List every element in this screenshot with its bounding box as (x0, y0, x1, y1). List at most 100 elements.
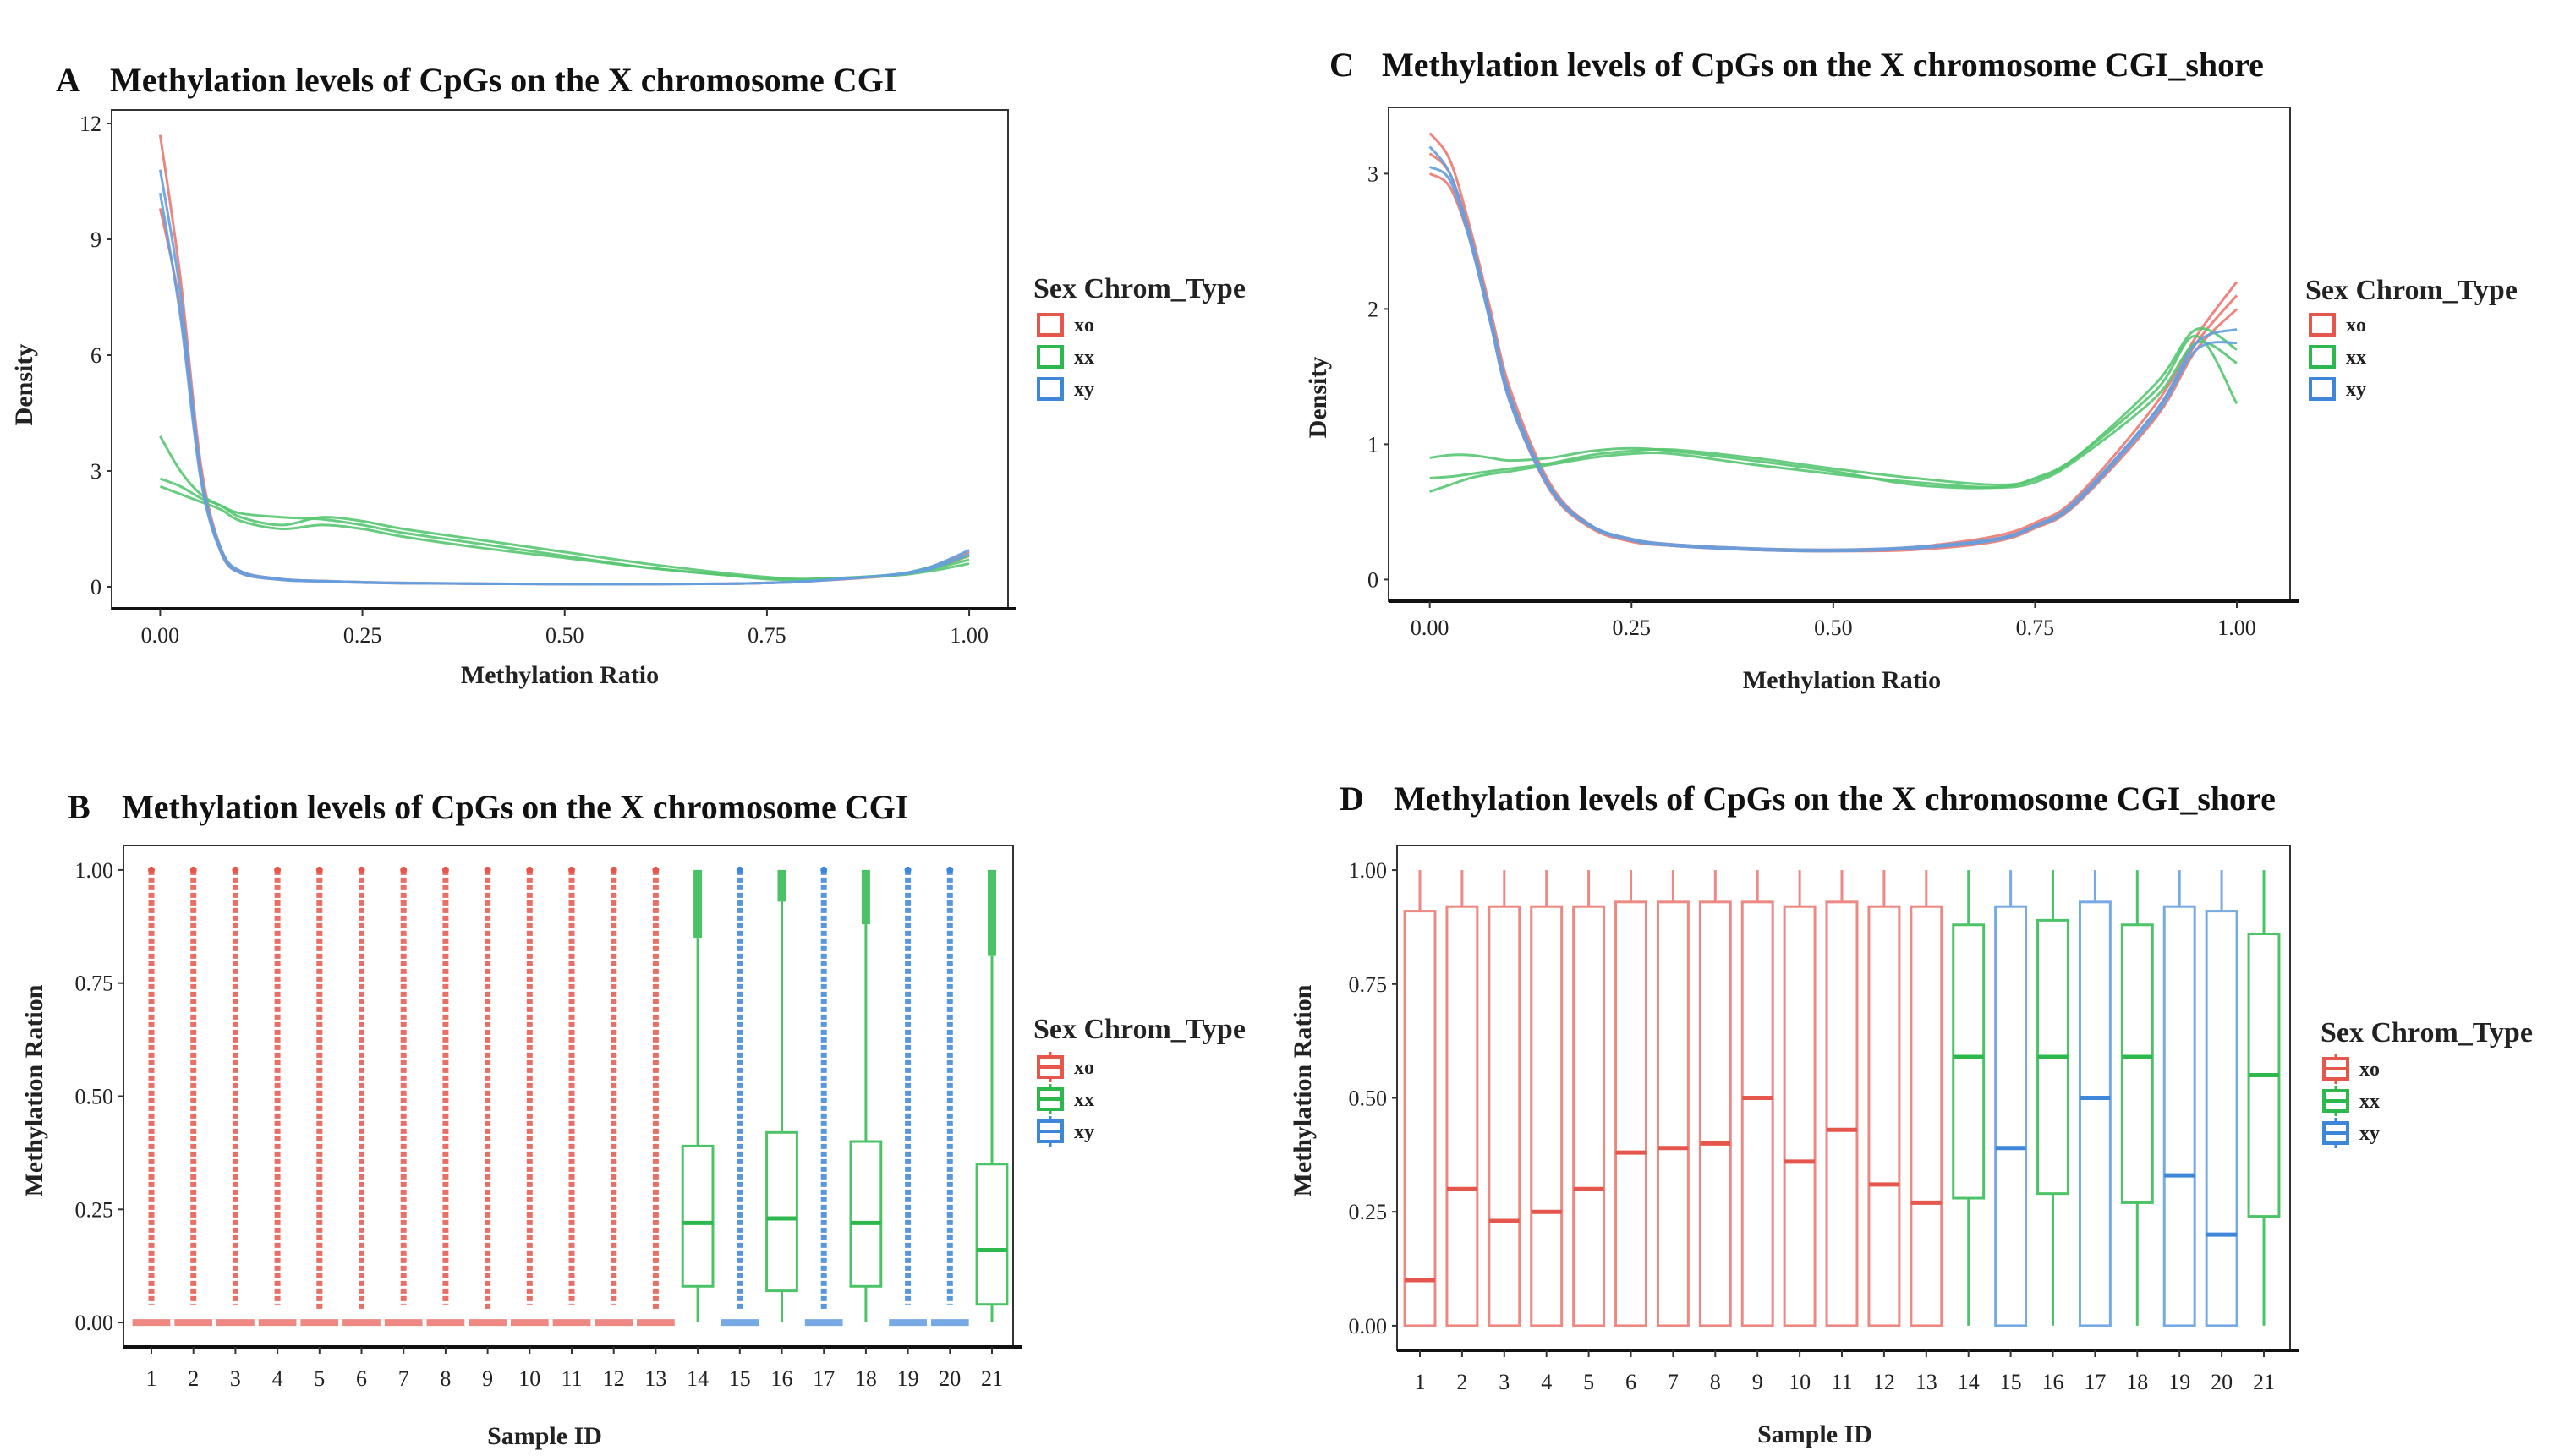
boxplot-sample-20 (930, 866, 969, 1327)
panel-b-xtick-label: 5 (314, 1366, 325, 1391)
panel-b-legend-title: Sex Chrom_Type (1033, 1014, 1246, 1045)
panel-b-ytick-label: 0.50 (75, 1085, 114, 1109)
panel-b-ytick-label: 1.00 (75, 858, 114, 883)
boxplot-sample-16 (2036, 870, 2069, 1326)
panel-d: D Methylation levels of CpGs on the X ch… (1289, 780, 2533, 1448)
boxplot-sample-7 (1656, 870, 1690, 1327)
panel-a-ylabel: Density (10, 344, 38, 426)
legend-label-xx: xx (2346, 347, 2366, 369)
panel-b-xtick-label: 6 (356, 1366, 367, 1391)
panel-b-xtick-label: 7 (398, 1366, 409, 1391)
box-iqr (975, 1163, 1009, 1306)
legend-label-xo: xo (1074, 315, 1094, 337)
outlier-point-max (400, 866, 408, 873)
panel-a-plot-frame (111, 109, 1009, 610)
panel-a-letter: A (56, 61, 80, 99)
boxplot-sample-19 (2162, 870, 2196, 1327)
panel-b-xtick-label: 19 (897, 1366, 919, 1391)
outlier-point-max (189, 866, 197, 873)
panel-b-xtick-label: 13 (644, 1366, 666, 1391)
boxplot-sample-13 (637, 866, 675, 1327)
panel-d-xtick-label: 11 (1831, 1370, 1852, 1394)
outlier-point-max (904, 866, 912, 873)
panel-a-xtick-label: 0.25 (343, 623, 382, 648)
boxplot-sample-21 (975, 869, 1009, 1323)
panel-a-ytick-label: 0 (90, 575, 101, 599)
legend-label-xx: xx (1074, 347, 1094, 369)
panel-a-legend-title: Sex Chrom_Type (1033, 273, 1246, 304)
panel-c-ytick-label: 1 (1367, 432, 1378, 457)
panel-a: A Methylation levels of CpGs on the X ch… (10, 61, 1246, 689)
panel-d-xtick-label: 15 (2000, 1370, 2022, 1394)
legend-key-xx (2309, 345, 2336, 369)
panel-c-xtick-label: 0.75 (2016, 616, 2055, 640)
outlier-point-max (610, 866, 617, 873)
panel-b-xtick-label: 10 (518, 1366, 540, 1391)
panel-a-ytick-label: 6 (90, 343, 101, 368)
boxplot-sample-15 (721, 866, 759, 1327)
outlier-point-max (484, 866, 491, 873)
panel-c-xlabel: Methylation Ratio (1743, 666, 1941, 694)
box-iqr (1783, 905, 1817, 1327)
outlier-point-max (232, 866, 239, 873)
boxplot-sample-17 (2078, 870, 2112, 1327)
outlier-point-max (274, 866, 282, 873)
density-curve-xy (158, 192, 970, 586)
legend-label-xy: xy (1074, 1121, 1094, 1143)
legend-label-xy: xy (2359, 1123, 2380, 1145)
panel-d-title: Methylation levels of CpGs on the X chro… (1394, 780, 2276, 818)
panel-d-ytick-label: 0.25 (1349, 1200, 1388, 1224)
boxplot-sample-14 (1952, 870, 1986, 1326)
legend-label-xx: xx (2359, 1091, 2380, 1113)
panel-a-xtick-label: 0.50 (545, 623, 584, 648)
panel-d-legend: xo xx xy (2322, 1054, 2380, 1148)
legend-key-xo (1037, 313, 1064, 337)
box-iqr (1572, 905, 1606, 1327)
boxplot-sample-11 (1825, 870, 1859, 1327)
box-iqr (1698, 900, 1732, 1327)
boxplot-sample-16 (765, 869, 798, 1323)
panel-a-ytick-label: 12 (79, 112, 101, 136)
boxplot-sample-18 (2120, 870, 2154, 1326)
box-iqr (1488, 905, 1521, 1327)
boxplot-sample-21 (2247, 870, 2281, 1326)
panel-d-ytick-label: 0.50 (1349, 1087, 1388, 1111)
panel-d-ytick-label: 0.75 (1349, 972, 1388, 997)
legend-key-xx (1037, 345, 1064, 369)
panel-b: B Methylation levels of CpGs on the X ch… (20, 788, 1246, 1450)
panel-a-ytick-label: 9 (90, 227, 101, 252)
panel-c-ylabel: Density (1304, 357, 1332, 439)
boxplot-sample-9 (469, 866, 507, 1327)
panel-d-ylabel: Methylation Ration (1289, 984, 1317, 1196)
panel-d-xtick-label: 3 (1499, 1370, 1510, 1394)
panel-a-xlabel: Methylation Ratio (461, 661, 659, 689)
panel-c-xtick-label: 1.00 (2217, 616, 2256, 640)
boxplot-sample-3 (216, 866, 255, 1327)
panel-b-xtick-label: 16 (771, 1366, 793, 1391)
panel-d-xtick-label: 19 (2168, 1370, 2190, 1394)
boxplot-sample-4 (258, 866, 297, 1327)
boxplot-sample-1 (1403, 870, 1437, 1327)
panel-b-ytick-label: 0.00 (75, 1311, 114, 1335)
box-iqr (2205, 910, 2238, 1327)
panel-d-ytick-label: 1.00 (1349, 858, 1388, 883)
box-iqr (1994, 905, 2028, 1327)
boxplot-sample-11 (552, 866, 591, 1327)
panel-c-legend-title: Sex Chrom_Type (2305, 275, 2518, 306)
panel-d-xtick-label: 16 (2042, 1370, 2064, 1394)
legend-label-xx: xx (1074, 1089, 1094, 1111)
boxplot-sample-8 (426, 866, 465, 1327)
outlier-point-max (148, 866, 155, 873)
panel-b-xtick-label: 8 (440, 1366, 451, 1391)
boxplot-sample-12 (1867, 870, 1901, 1327)
legend-key-xy (2309, 377, 2336, 401)
legend-label-xy: xy (2346, 379, 2366, 401)
panel-a-title: Methylation levels of CpGs on the X chro… (110, 61, 896, 99)
boxplot-sample-5 (1572, 870, 1606, 1327)
boxplot-sample-20 (2205, 870, 2238, 1327)
boxplot-sample-12 (595, 866, 633, 1327)
boxplot-sample-19 (889, 866, 927, 1327)
panel-d-xtick-label: 5 (1583, 1370, 1594, 1394)
density-curve-xy (1428, 145, 2238, 551)
panel-d-xtick-label: 6 (1625, 1370, 1636, 1394)
